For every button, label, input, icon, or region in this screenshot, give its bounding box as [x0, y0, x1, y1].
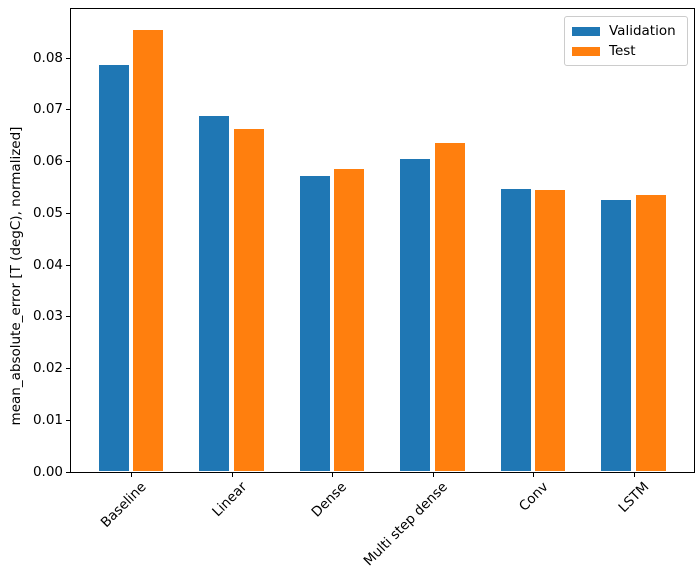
y-tick-mark: [66, 109, 70, 111]
bar-validation-baseline: [98, 64, 129, 471]
x-tick-mark: [633, 473, 635, 477]
y-tick-mark: [66, 316, 70, 318]
x-tick-label: Multi step dense: [360, 479, 451, 570]
bar-test-conv: [535, 189, 566, 471]
bar-validation-multi-step-dense: [400, 158, 431, 471]
legend-label-validation: Validation: [609, 23, 676, 39]
bar-validation-lstm: [601, 199, 632, 471]
y-tick-label: 0.00: [32, 463, 63, 480]
x-tick-label: Linear: [208, 479, 250, 520]
legend-item-test: Test: [572, 41, 679, 61]
legend-label-test: Test: [609, 43, 636, 59]
y-tick-label: 0.06: [32, 153, 63, 170]
x-tick-mark: [231, 473, 233, 477]
y-tick-mark: [66, 57, 70, 59]
y-tick-mark: [66, 212, 70, 214]
y-tick-mark: [66, 161, 70, 163]
x-tick-label: Dense: [308, 479, 351, 521]
y-tick-mark: [66, 264, 70, 266]
legend-swatch-validation-icon: [572, 26, 600, 36]
y-axis-label: mean_absolute_error [T (degC), normalize…: [8, 126, 24, 426]
y-tick-label: 0.05: [32, 204, 63, 221]
bar-test-dense: [334, 169, 365, 471]
x-tick-label: Baseline: [97, 479, 150, 531]
plot-area: [70, 8, 695, 473]
y-tick-mark: [66, 471, 70, 473]
legend: Validation Test: [564, 16, 688, 66]
x-tick-label: Conv: [515, 479, 552, 515]
legend-swatch-test-icon: [572, 46, 600, 56]
bar-validation-linear: [199, 116, 230, 471]
bar-test-linear: [233, 128, 264, 471]
y-tick-label: 0.01: [32, 411, 63, 428]
bar-test-lstm: [635, 195, 666, 471]
y-tick-label: 0.04: [32, 256, 63, 273]
x-tick-mark: [432, 473, 434, 477]
bar-validation-dense: [299, 175, 330, 471]
bar-test-multi-step-dense: [434, 143, 465, 471]
x-tick-mark: [332, 473, 333, 477]
y-tick-label: 0.02: [32, 360, 63, 377]
y-tick-mark: [66, 419, 70, 421]
x-tick-mark: [131, 473, 132, 477]
bar-validation-conv: [500, 188, 531, 471]
x-tick-label: LSTM: [615, 479, 652, 516]
bar-test-baseline: [133, 29, 164, 471]
y-tick-label: 0.07: [32, 101, 63, 118]
y-tick-label: 0.03: [32, 308, 63, 325]
legend-item-validation: Validation: [572, 21, 679, 41]
y-tick-mark: [66, 368, 70, 370]
x-tick-mark: [533, 473, 534, 477]
y-tick-label: 0.08: [32, 49, 63, 66]
